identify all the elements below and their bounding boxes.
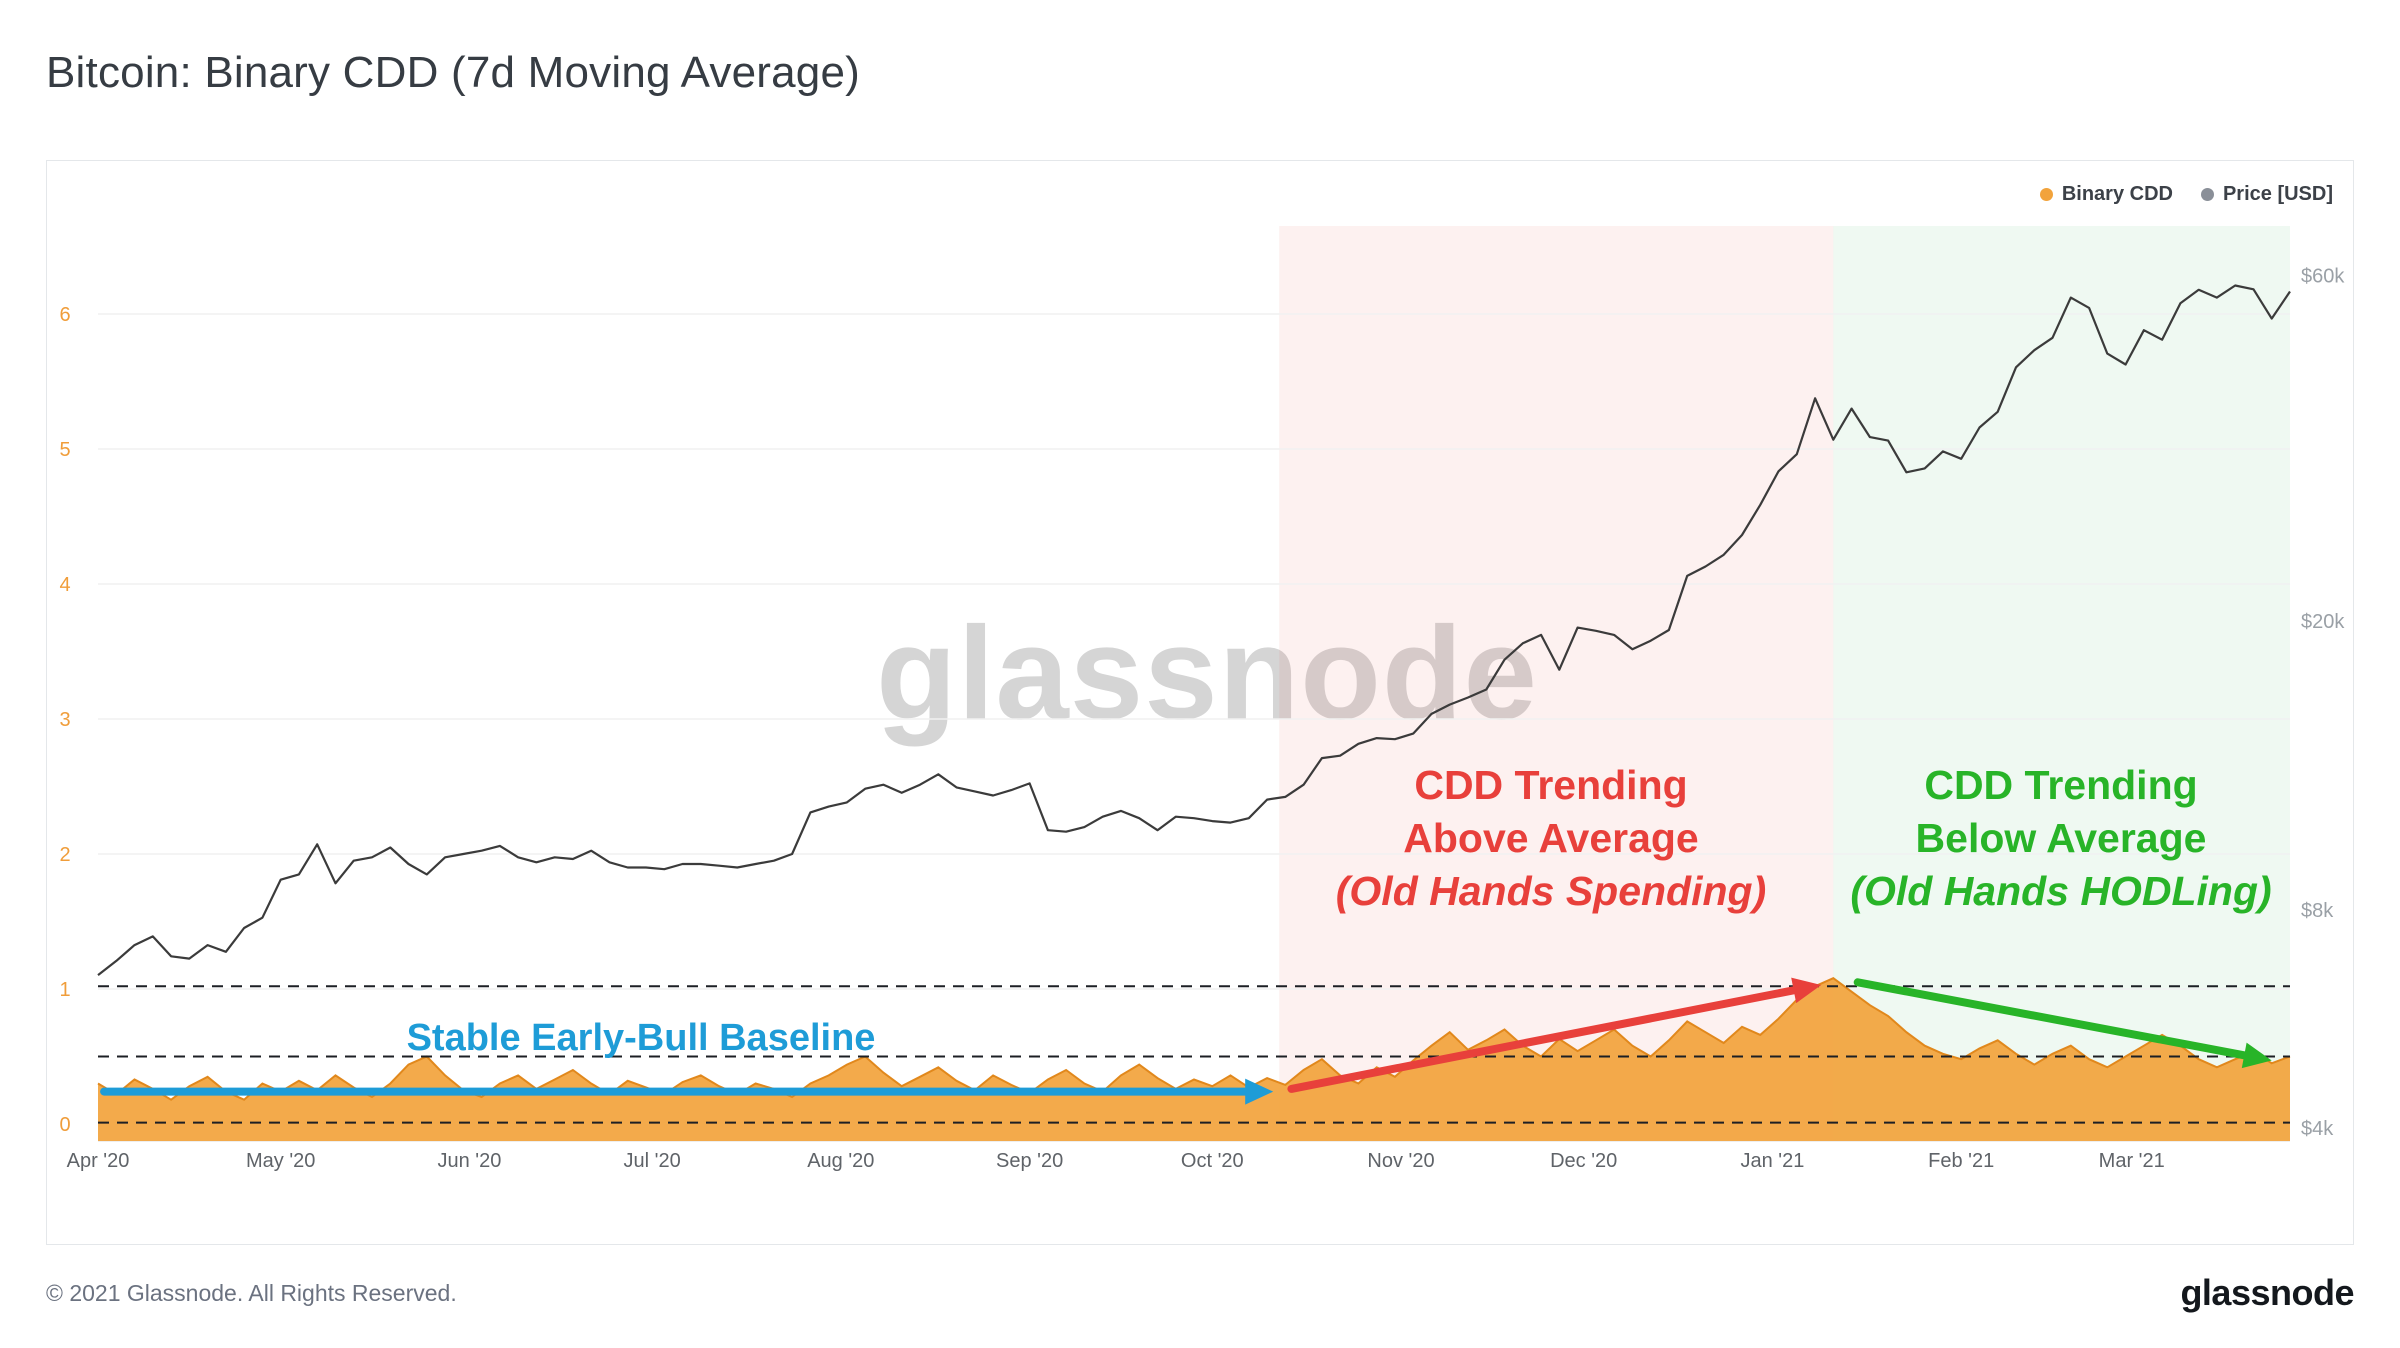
svg-text:2: 2 [59,844,70,866]
baseline-annotation: Stable Early-Bull Baseline [407,1017,876,1060]
legend-label-binary-cdd: Binary CDD [2061,183,2173,205]
svg-text:$20k: $20k [2301,611,2345,633]
page-title: Bitcoin: Binary CDD (7d Moving Average) [46,48,861,97]
copyright-text: © 2021 Glassnode. All Rights Reserved. [46,1279,457,1306]
svg-text:Jul '20: Jul '20 [624,1150,681,1172]
svg-text:Feb '21: Feb '21 [1928,1150,1994,1172]
baseline-annotation-text: Stable Early-Bull Baseline [406,1017,876,1059]
above-annotation-line-2: Above Average [1403,815,1699,861]
svg-text:Jan '21: Jan '21 [1740,1150,1804,1172]
svg-text:Oct '20: Oct '20 [1181,1150,1244,1172]
legend-dot-icon [2200,188,2214,201]
above-annotation-line-3: (Old Hands Spending) [1335,868,1767,914]
above-average-annotation: CDD Trending Above Average (Old Hands Sp… [1336,759,1766,918]
svg-text:$8k: $8k [2301,900,2334,922]
above-annotation-line-1: CDD Trending [1414,762,1688,808]
svg-text:6: 6 [59,304,70,326]
legend-dot-icon [2039,188,2053,201]
svg-text:Nov '20: Nov '20 [1367,1150,1434,1172]
svg-text:5: 5 [59,439,70,461]
svg-text:Apr '20: Apr '20 [67,1150,130,1172]
below-annotation-line-2: Below Average [1915,815,2207,861]
svg-text:$4k: $4k [2301,1118,2334,1140]
svg-text:Aug '20: Aug '20 [807,1150,874,1172]
svg-text:0: 0 [59,1114,70,1136]
svg-text:3: 3 [59,709,70,731]
svg-text:May '20: May '20 [246,1150,315,1172]
below-annotation-line-1: CDD Trending [1924,762,2198,808]
legend-label-price-usd: Price [USD] [2222,183,2333,205]
chart-plot-area[interactable]: 0 1 2 3 4 5 6 $4k $8k $20k $60k Apr '20 May '20 Jun '… [47,161,2353,1244]
glassnode-watermark: glassnode [876,599,1538,747]
glassnode-logo[interactable]: glassnode [2180,1272,2354,1313]
svg-text:Mar '21: Mar '21 [2099,1150,2165,1172]
svg-text:Jun '20: Jun '20 [437,1150,501,1172]
legend-item-price-usd[interactable]: Price [USD] [2200,183,2333,206]
chart-card: Binary CDD Price [USD] glassnode 0 1 2 3 4 5 6… [46,160,2354,1245]
chart-legend: Binary CDD Price [USD] [2039,183,2333,206]
svg-text:4: 4 [59,574,70,596]
svg-text:Dec '20: Dec '20 [1550,1150,1617,1172]
footer: © 2021 Glassnode. All Rights Reserved. g… [46,1272,2354,1314]
legend-item-binary-cdd[interactable]: Binary CDD [2039,183,2173,206]
svg-text:Sep '20: Sep '20 [996,1150,1063,1172]
svg-text:1: 1 [59,979,70,1001]
below-average-annotation: CDD Trending Below Average (Old Hands HO… [1850,759,2271,918]
below-annotation-line-3: (Old Hands HODLing) [1850,868,2272,914]
svg-text:$60k: $60k [2301,265,2345,287]
